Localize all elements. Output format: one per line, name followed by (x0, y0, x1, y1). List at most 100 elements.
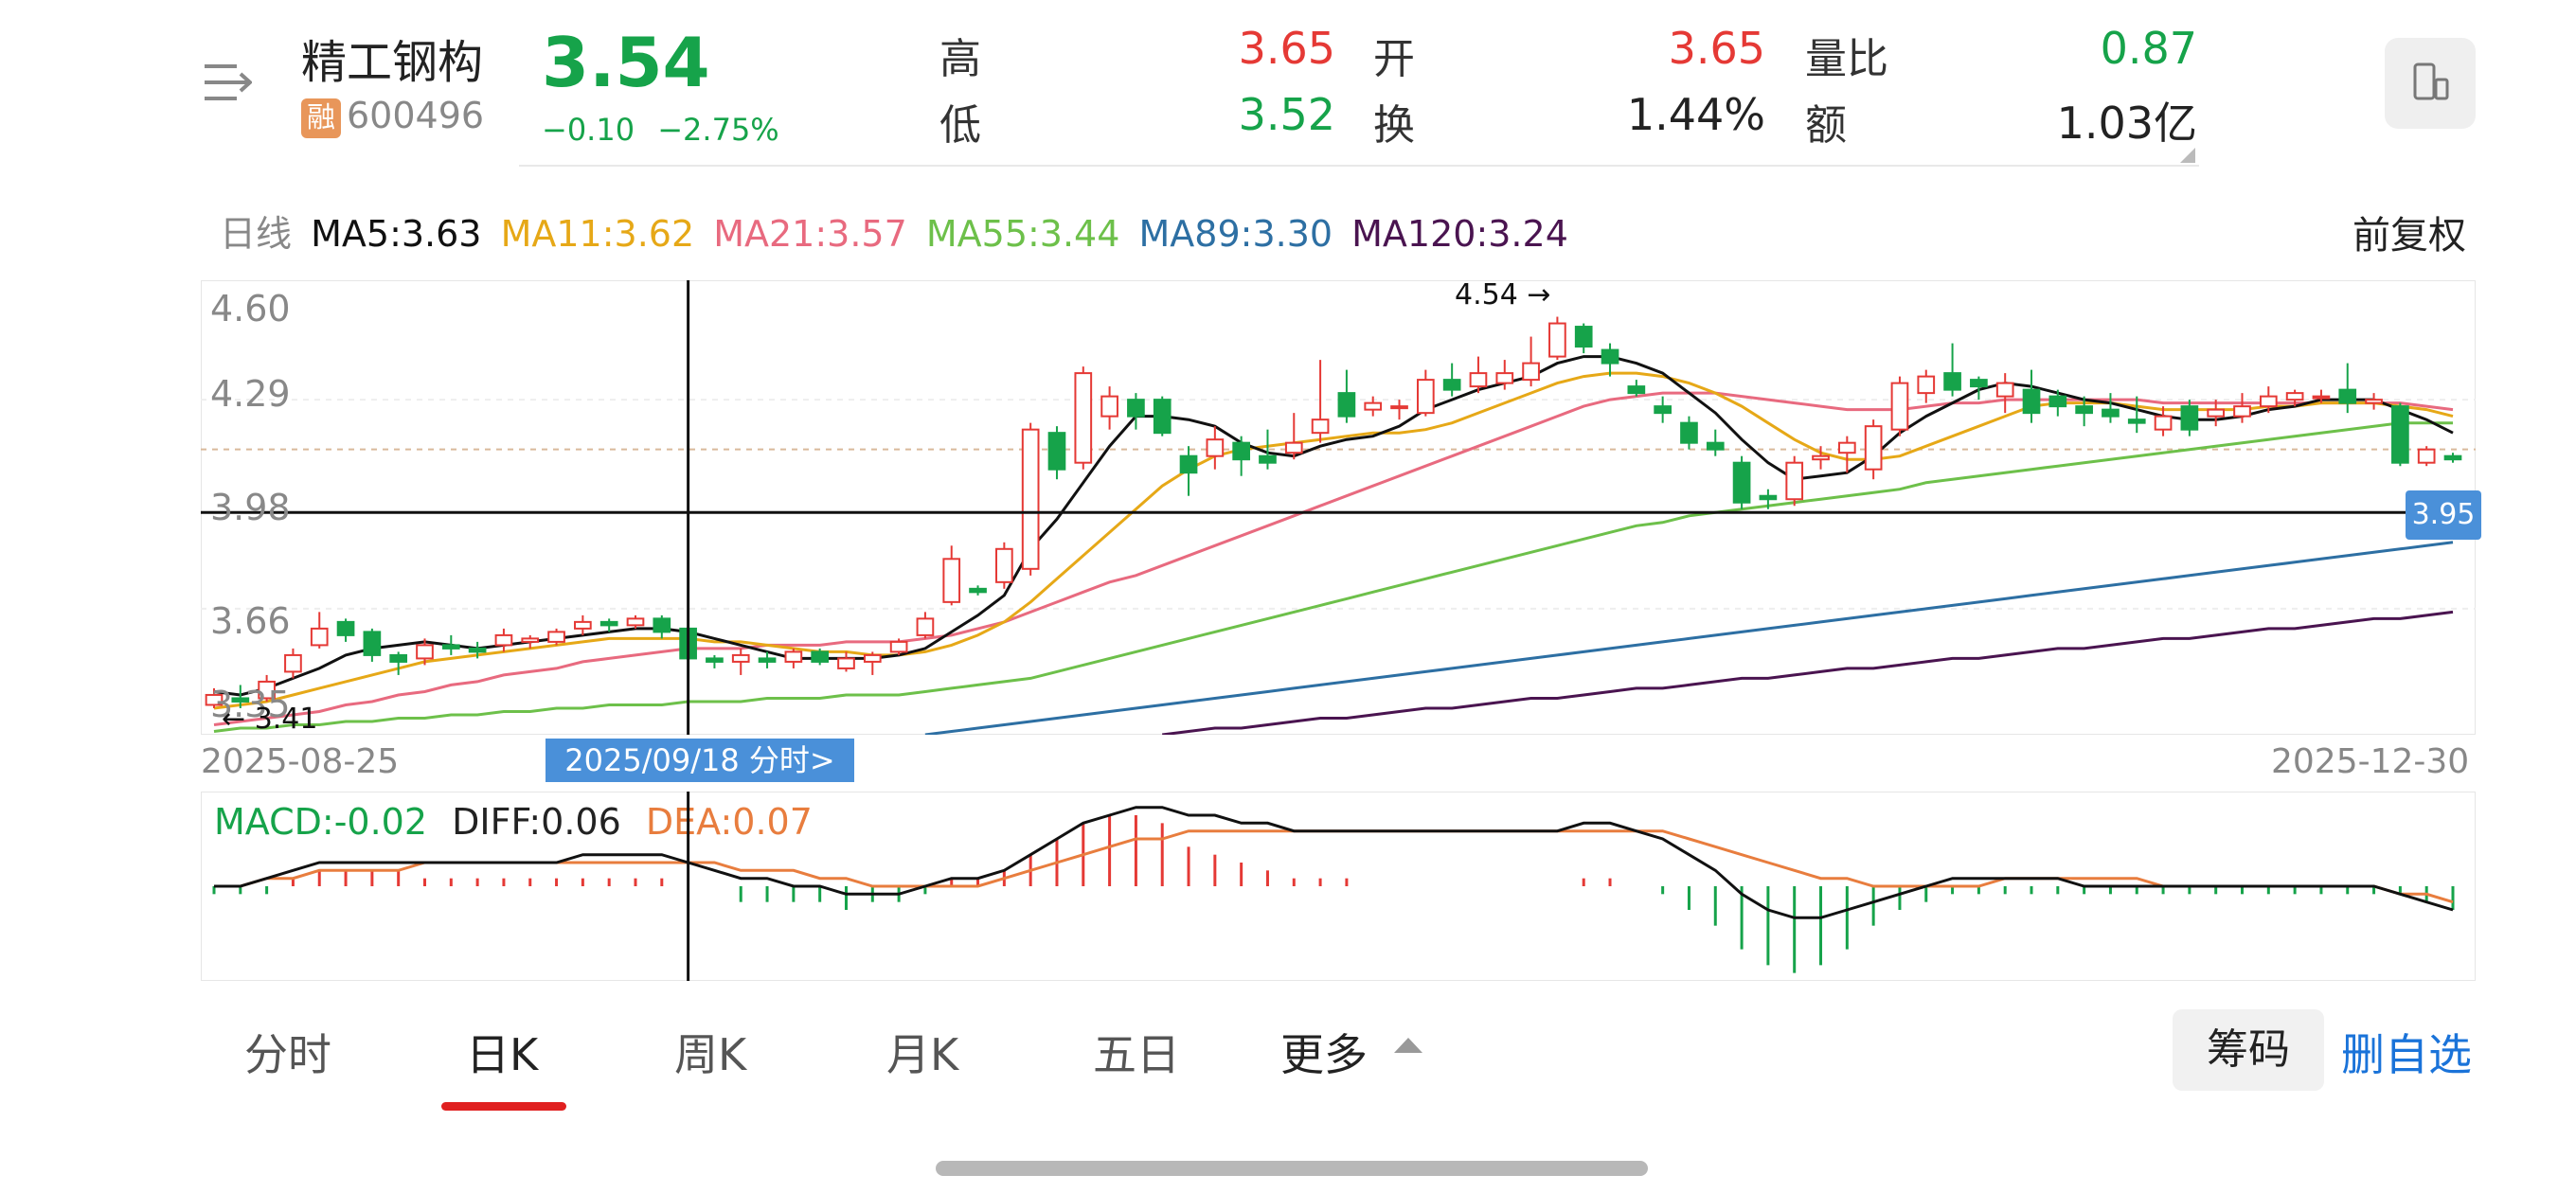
candle-body (1917, 375, 1936, 395)
candle-body (1469, 372, 1488, 388)
tab-timeshare[interactable]: 分时 (244, 1029, 331, 1080)
candle-body (1812, 454, 1830, 461)
candle-body (1627, 385, 1646, 395)
candle-body (2154, 415, 2173, 431)
turnover-label: 换 (1373, 101, 1415, 150)
change-percent: −2.75% (657, 112, 779, 148)
ma5-legend: MA5:3.63 (311, 213, 482, 255)
end-date: 2025-12-30 (2271, 742, 2470, 781)
candle-body (811, 650, 830, 663)
y-tick-label: 4.60 (210, 288, 291, 329)
candle-body (863, 653, 882, 663)
candle-body (995, 547, 1013, 583)
adjust-mode-toggle[interactable]: 前复权 (2352, 214, 2466, 258)
header-divider (519, 165, 2199, 167)
tab-weekly-k[interactable]: 周K (674, 1029, 747, 1080)
candle-body (1495, 372, 1514, 384)
ma120-line (1162, 610, 2454, 735)
candle-body (258, 680, 276, 700)
tab-more[interactable]: 更多 (1280, 1029, 1368, 1080)
turnover-value: 1.44% (1626, 89, 1765, 140)
macd-chart[interactable] (201, 792, 2476, 981)
candle-body (1970, 379, 1988, 388)
low-value: 3.52 (1238, 89, 1335, 140)
candle-body (1837, 441, 1856, 454)
y-tick-label: 4.29 (210, 373, 291, 415)
candle-body (574, 620, 592, 630)
macd-legend: MACD:-0.02 DIFF:0.06 DEA:0.07 (214, 801, 826, 843)
ma89-line (924, 541, 2454, 735)
arrow-right-icon: → (1517, 278, 1551, 312)
candle-body (599, 620, 618, 627)
current-price: 3.54 (542, 23, 710, 102)
ma11-line (213, 371, 2454, 710)
candle-body (1785, 461, 1804, 501)
dif-line (214, 806, 2454, 919)
candle-body (2417, 448, 2436, 464)
active-tab-indicator (441, 1102, 566, 1111)
candle-body (468, 647, 487, 653)
home-indicator[interactable] (936, 1161, 1648, 1176)
candle-body (2180, 405, 2199, 431)
candle-body (1995, 382, 2014, 398)
candle-body (1548, 322, 1566, 358)
candle-body (1680, 421, 1698, 444)
high-label: 高 (939, 35, 981, 83)
cursor-price-tag: 3.95 (2406, 490, 2481, 540)
ma-legend: 日线 MA5:3.63 MA11:3.62 MA21:3.57 MA55:3.4… (220, 205, 1576, 257)
amount-label: 额 (1805, 101, 1847, 150)
candle-body (363, 631, 382, 656)
candle-body (1179, 454, 1198, 474)
candle-body (2365, 399, 2383, 404)
candle-body (758, 657, 777, 663)
arrow-left-icon: ← (222, 703, 255, 736)
period-label: 日线 (220, 213, 293, 255)
margin-trading-badge: 融 (301, 98, 341, 138)
candle-body (2259, 395, 2278, 408)
diff-value: DIFF:0.06 (452, 801, 621, 843)
y-tick-label: 3.66 (210, 600, 291, 642)
candle-body (1311, 418, 1330, 435)
candle-body (1442, 379, 1461, 391)
tab-daily-k[interactable]: 日K (466, 1029, 539, 1080)
candle-body (2102, 408, 2120, 418)
candle-body (889, 640, 908, 653)
chips-button[interactable]: 筹码 (2173, 1009, 2324, 1091)
candle-body (916, 617, 935, 636)
tab-five-day[interactable]: 五日 (1093, 1029, 1180, 1080)
device-toggle-button[interactable] (2385, 38, 2476, 129)
open-value: 3.65 (1668, 23, 1765, 74)
dea-value: DEA:0.07 (645, 801, 813, 843)
candle-body (1601, 348, 1619, 365)
candle-body (837, 657, 855, 669)
expand-corner-icon[interactable] (2180, 148, 2195, 163)
ma11-legend: MA11:3.62 (500, 213, 695, 255)
kline-chart[interactable] (201, 280, 2476, 735)
candle-body (441, 644, 460, 650)
candle-body (626, 617, 645, 627)
candle-body (969, 587, 987, 594)
open-label: 开 (1373, 35, 1415, 83)
tab-monthly-k[interactable]: 月K (886, 1029, 959, 1080)
ma55-legend: MA55:3.44 (925, 213, 1120, 255)
candle-body (1337, 392, 1356, 418)
candle-body (1706, 441, 1725, 451)
candle-body (284, 653, 302, 673)
menu-icon[interactable] (203, 61, 253, 104)
candle-body (2207, 408, 2226, 418)
delete-watchlist-button[interactable]: 删自选 (2341, 1029, 2472, 1080)
ma55-line (213, 421, 2453, 733)
candle-body (784, 650, 803, 663)
candle-body (1047, 432, 1066, 471)
candle-body (1074, 372, 1093, 464)
candle-body (1522, 362, 1540, 382)
candle-body (2075, 405, 2093, 415)
price-change: −0.10 −2.75% (542, 112, 779, 148)
candle-body (1574, 326, 1593, 348)
low-marker: ← 3.41 (222, 703, 317, 736)
candle-body (1127, 399, 1145, 418)
cursor-date-tag[interactable]: 2025/09/18 分时> (546, 739, 854, 782)
candle-body (2048, 395, 2067, 408)
candle-body (547, 631, 565, 643)
candle-body (1232, 441, 1251, 461)
